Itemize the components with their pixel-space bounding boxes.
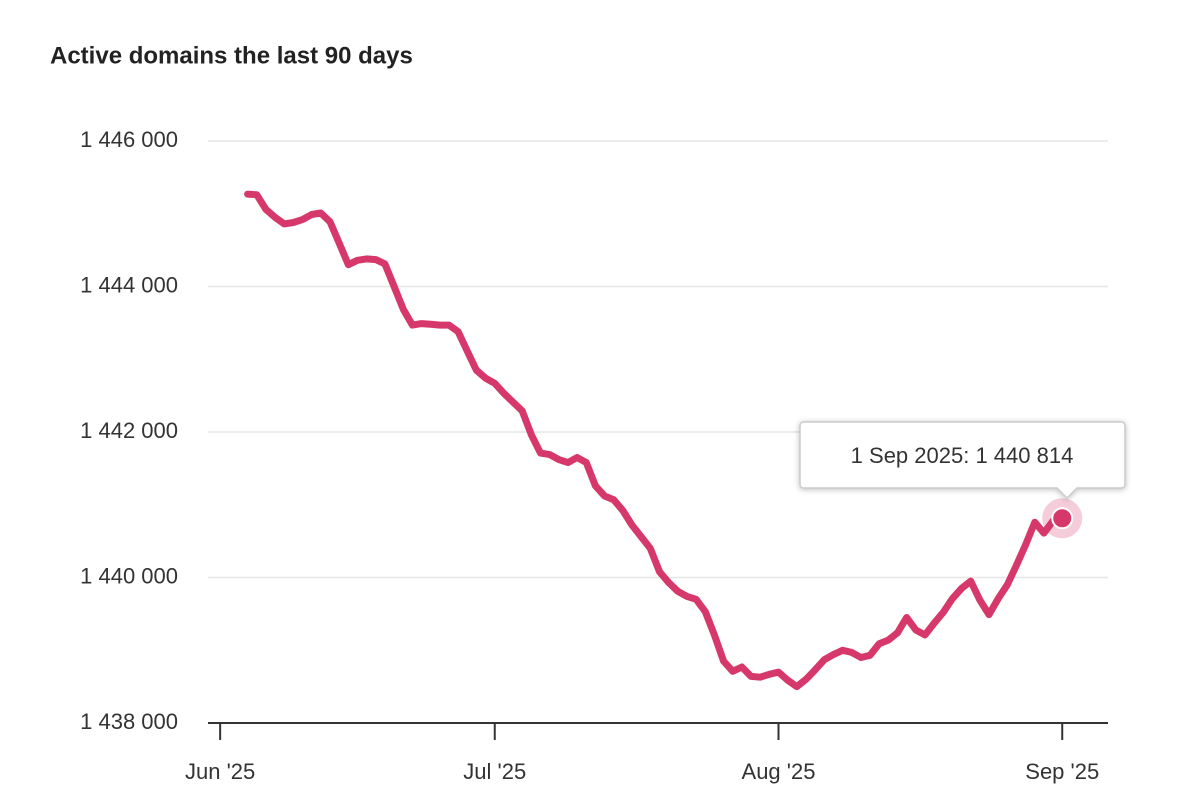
tooltip-box <box>799 421 1126 500</box>
y-tick-label: 1 446 000 <box>80 127 178 152</box>
y-tick-label: 1 440 000 <box>80 563 178 588</box>
hover-marker <box>1051 507 1074 530</box>
chart-title: Active domains the last 90 days <box>50 42 413 69</box>
line-series <box>244 190 1066 691</box>
y-tick-label: 1 438 000 <box>80 709 178 734</box>
tooltip: 1 Sep 2025: 1 440 814 <box>799 421 1126 500</box>
y-tick-label: 1 442 000 <box>80 418 178 443</box>
plot-area: 1 438 000 1 440 000 1 442 000 1 444 000 1 44… <box>80 127 1108 784</box>
x-tick-label: Jun '25 <box>185 759 255 784</box>
x-tick-label: Aug '25 <box>742 759 816 784</box>
x-tick-label: Jul '25 <box>463 759 526 784</box>
y-tick-label: 1 444 000 <box>80 272 178 297</box>
x-tick-label: Sep '25 <box>1025 759 1099 784</box>
tooltip-text: 1 Sep 2025: 1 440 814 <box>851 443 1074 468</box>
